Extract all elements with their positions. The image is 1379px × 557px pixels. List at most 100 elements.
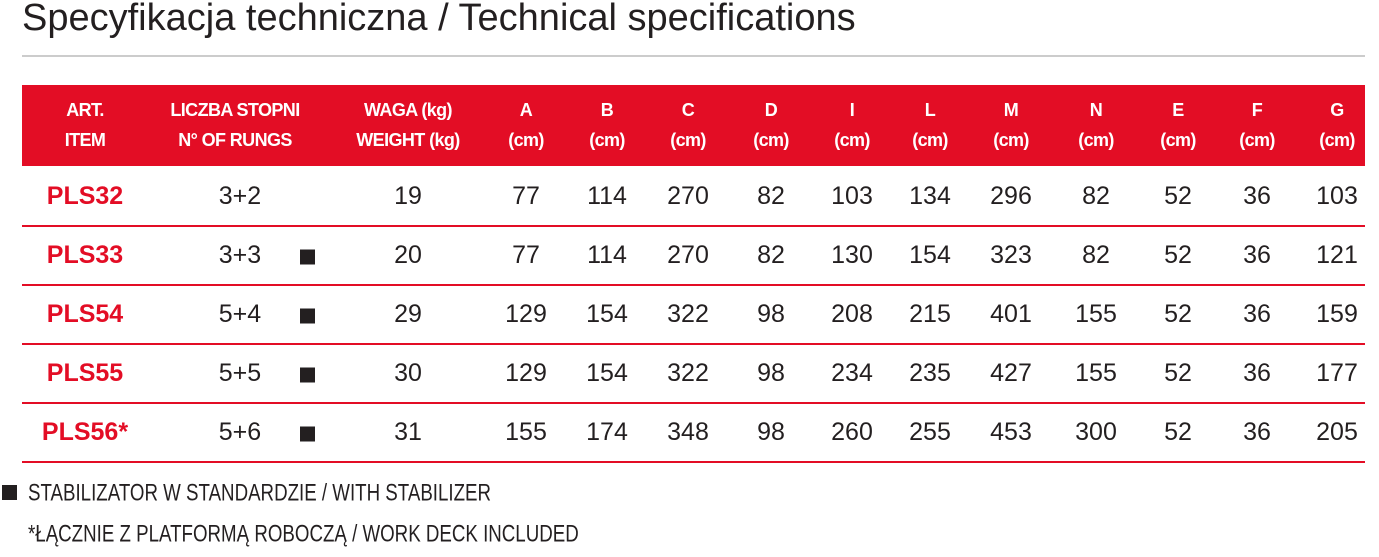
cell-value: 235 (909, 359, 951, 387)
column-header: N (1090, 100, 1102, 120)
cell-value: 208 (831, 300, 873, 328)
column-header: (cm) (993, 130, 1029, 150)
column-header: WEIGHT (kg) (356, 130, 460, 150)
cell-value: 300 (1075, 418, 1117, 446)
stabilizer-icon (300, 426, 315, 442)
cell-value: 155 (1075, 300, 1117, 328)
cell-value: 114 (587, 182, 627, 210)
column-header: C (682, 100, 695, 120)
cell-value: 129 (505, 300, 547, 328)
cell-value: 36 (1243, 418, 1271, 446)
item-code: PLS56* (42, 418, 128, 446)
cell-value: 260 (831, 418, 873, 446)
cell-value: 103 (831, 182, 873, 210)
cell-value: 159 (1316, 300, 1358, 328)
cell-value: 130 (831, 241, 873, 269)
cell-value: 114 (587, 241, 627, 269)
cell-value: 103 (1316, 182, 1358, 210)
cell-value: 52 (1164, 359, 1192, 387)
rungs: 5+6 (219, 418, 261, 446)
column-header: L (925, 100, 936, 120)
column-header: B (601, 100, 614, 120)
cell-value: 30 (394, 359, 422, 387)
item-code: PLS33 (47, 241, 123, 269)
column-header: N° OF RUNGS (178, 130, 292, 150)
rungs: 5+4 (219, 300, 262, 328)
rungs: 3+3 (219, 241, 261, 269)
cell-value: 129 (505, 359, 547, 387)
column-header: (cm) (1239, 130, 1275, 150)
cell-value: 29 (394, 300, 422, 328)
cell-value: 401 (990, 300, 1032, 328)
cell-value: 155 (1075, 359, 1117, 387)
cell-value: 52 (1164, 300, 1192, 328)
cell-value: 52 (1164, 182, 1192, 210)
stabilizer-icon (300, 308, 315, 324)
cell-value: 36 (1243, 241, 1271, 269)
cell-value: 77 (512, 182, 540, 210)
column-header: (cm) (834, 130, 870, 150)
page-title: Specyfikacja techniczna / Technical spec… (22, 0, 856, 39)
stabilizer-icon (300, 367, 315, 383)
cell-value: 270 (667, 241, 709, 269)
cell-value: 296 (990, 182, 1032, 210)
column-header: ART. (66, 100, 104, 120)
cell-value: 82 (1082, 182, 1110, 210)
cell-value: 453 (990, 418, 1032, 446)
column-header: F (1252, 100, 1263, 120)
cell-value: 52 (1164, 418, 1192, 446)
cell-value: 174 (586, 418, 628, 446)
item-code: PLS54 (47, 300, 124, 328)
cell-value: 323 (990, 241, 1032, 269)
column-header: M (1004, 100, 1018, 120)
item-code: PLS32 (47, 182, 123, 210)
cell-value: 82 (757, 182, 785, 210)
column-header: (cm) (753, 130, 789, 150)
column-header: (cm) (589, 130, 625, 150)
column-header: WAGA (kg) (364, 100, 453, 120)
cell-value: 20 (394, 241, 422, 269)
column-header: (cm) (1160, 130, 1196, 150)
rungs: 3+2 (219, 182, 261, 210)
cell-value: 348 (667, 418, 709, 446)
stabilizer-legend-icon (2, 485, 17, 500)
cell-value: 98 (757, 300, 785, 328)
cell-value: 77 (512, 241, 540, 269)
column-header: G (1330, 100, 1343, 120)
rungs: 5+5 (219, 359, 261, 387)
cell-value: 82 (757, 241, 785, 269)
cell-value: 177 (1316, 359, 1358, 387)
cell-value: 427 (990, 359, 1032, 387)
cell-value: 234 (831, 359, 873, 387)
cell-value: 322 (667, 300, 709, 328)
cell-value: 121 (1316, 241, 1358, 269)
cell-value: 155 (505, 418, 547, 446)
cell-value: 255 (909, 418, 951, 446)
cell-value: 98 (757, 418, 785, 446)
column-header: I (850, 100, 854, 120)
cell-value: 19 (394, 182, 422, 210)
cell-value: 154 (586, 300, 628, 328)
footnote: STABILIZATOR W STANDARDZIE / WITH STABIL… (28, 479, 491, 506)
column-header: (cm) (670, 130, 706, 150)
column-header: (cm) (508, 130, 544, 150)
footnote: *ŁĄCZNIE Z PLATFORMĄ ROBOCZĄ / WORK DECK… (28, 520, 579, 547)
cell-value: 52 (1164, 241, 1192, 269)
cell-value: 82 (1082, 241, 1110, 269)
column-header: ITEM (65, 130, 106, 150)
column-header: (cm) (1078, 130, 1114, 150)
header-band (22, 85, 1365, 166)
cell-value: 31 (394, 418, 422, 446)
column-header: D (765, 100, 778, 120)
stabilizer-icon (300, 249, 315, 265)
column-header: (cm) (1319, 130, 1355, 150)
cell-value: 154 (909, 241, 951, 269)
cell-value: 270 (667, 182, 709, 210)
cell-value: 36 (1243, 359, 1271, 387)
cell-value: 36 (1243, 182, 1271, 210)
column-header: LICZBA STOPNI (170, 100, 299, 120)
cell-value: 98 (757, 359, 785, 387)
column-header: A (520, 100, 533, 120)
item-code: PLS55 (47, 359, 124, 387)
